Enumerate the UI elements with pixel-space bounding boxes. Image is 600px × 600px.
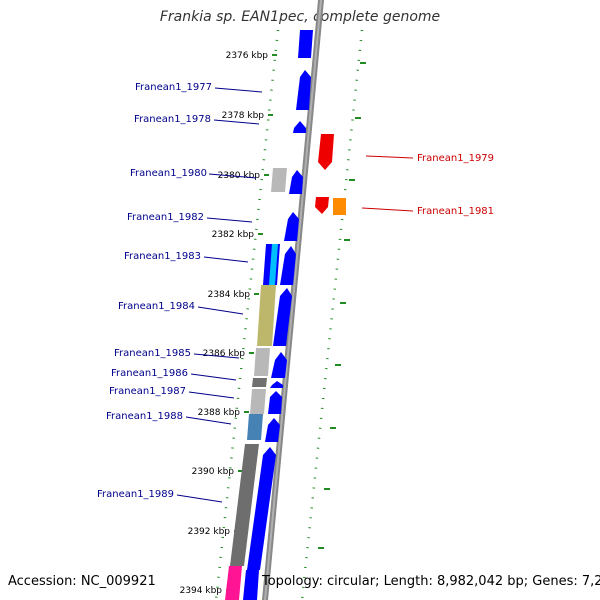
feature-box-cyan[interactable] — [269, 244, 278, 285]
feature-box[interactable] — [252, 378, 267, 387]
ruler-label: 2394 kbp — [180, 586, 223, 596]
gene-leader-line — [197, 306, 244, 315]
cds-reverse-franean1-1979[interactable] — [318, 134, 334, 170]
gene-leader-line — [208, 173, 257, 179]
cds-forward[interactable] — [265, 418, 280, 442]
cds-forward[interactable] — [289, 170, 303, 194]
topology-label: Topology: circular; Length: 8,982,042 bp… — [262, 574, 600, 589]
gene-label-franean1-1985[interactable]: Franean1_1985 — [114, 348, 191, 359]
feature-box-pink[interactable] — [225, 566, 242, 600]
gene-leader-line — [188, 391, 235, 399]
cds-forward[interactable] — [268, 391, 282, 414]
gene-label-franean1-1978[interactable]: Franean1_1978 — [134, 114, 211, 125]
gene-label-franean1-1981[interactable]: Franean1_1981 — [417, 206, 494, 217]
gene-leader-line — [213, 119, 260, 125]
cds-forward[interactable] — [270, 381, 283, 388]
cds-forward[interactable] — [284, 212, 299, 241]
cds-forward[interactable] — [296, 70, 311, 110]
cds-orange-franean1-1981[interactable] — [333, 198, 346, 215]
gene-leader-line — [365, 155, 414, 159]
accession-label: Accession: NC_009921 — [8, 574, 156, 589]
feature-box[interactable] — [250, 389, 266, 414]
feature-box[interactable] — [271, 168, 287, 192]
gene-leader-line — [361, 207, 414, 212]
ruler-label: 2382 kbp — [212, 230, 255, 240]
gene-leader-line — [203, 256, 249, 263]
gene-label-franean1-1989[interactable]: Franean1_1989 — [97, 489, 174, 500]
cds-forward[interactable] — [243, 570, 259, 600]
gene-leader-line — [206, 217, 253, 223]
gene-label-franean1-1980[interactable]: Franean1_1980 — [130, 168, 207, 179]
map-title: Frankia sp. EAN1pec, complete genome — [159, 9, 441, 25]
ruler-label: 2384 kbp — [208, 290, 251, 300]
ruler-label: 2388 kbp — [198, 408, 241, 418]
ruler-label: 2392 kbp — [188, 527, 231, 537]
feature-box[interactable] — [254, 348, 270, 376]
gene-label-franean1-1979[interactable]: Franean1_1979 — [417, 153, 494, 164]
gene-label-franean1-1986[interactable]: Franean1_1986 — [111, 368, 188, 379]
cds-reverse-franean1-1981[interactable] — [315, 197, 329, 214]
ruler-labels: 2376 kbp 2378 kbp 2380 kbp 2382 kbp 2384 kbp… — [180, 51, 269, 596]
backbone — [262, 0, 324, 600]
gene-leader-line — [190, 373, 237, 381]
feature-box-darkgrey[interactable] — [230, 444, 259, 566]
ruler-label: 2378 kbp — [222, 111, 265, 121]
feature-track — [225, 168, 287, 600]
gene-labels: Franean1_1977 Franean1_1978 Franean1_1979 F… — [97, 82, 494, 503]
gene-leader-line — [185, 416, 232, 425]
gene-label-franean1-1987[interactable]: Franean1_1987 — [109, 386, 186, 397]
gene-label-franean1-1977[interactable]: Franean1_1977 — [135, 82, 212, 93]
gene-label-franean1-1988[interactable]: Franean1_1988 — [106, 411, 183, 422]
cds-forward[interactable] — [247, 447, 276, 570]
gene-leader-line — [193, 353, 240, 359]
cds-forward[interactable] — [293, 121, 306, 133]
cds-forward[interactable] — [298, 30, 313, 58]
gene-label-franean1-1982[interactable]: Franean1_1982 — [127, 212, 204, 223]
ruler-label: 2386 kbp — [203, 349, 246, 359]
ruler-label: 2376 kbp — [226, 51, 269, 61]
gene-leader-line — [176, 494, 223, 503]
gene-label-franean1-1984[interactable]: Franean1_1984 — [118, 301, 195, 312]
reverse-cds-track — [315, 134, 346, 215]
ruler-label: 2390 kbp — [192, 467, 235, 477]
ruler-label: 2380 kbp — [218, 171, 261, 181]
backbone-highlight — [264, 0, 322, 600]
forward-cds-track — [243, 30, 313, 600]
feature-box-khaki[interactable] — [257, 285, 276, 346]
cds-forward[interactable] — [273, 288, 292, 346]
feature-box-steelblue[interactable] — [247, 414, 263, 440]
cds-forward[interactable] — [271, 352, 287, 378]
cds-forward[interactable] — [280, 246, 296, 285]
gene-label-franean1-1983[interactable]: Franean1_1983 — [124, 251, 201, 262]
gene-leader-line — [214, 87, 263, 93]
